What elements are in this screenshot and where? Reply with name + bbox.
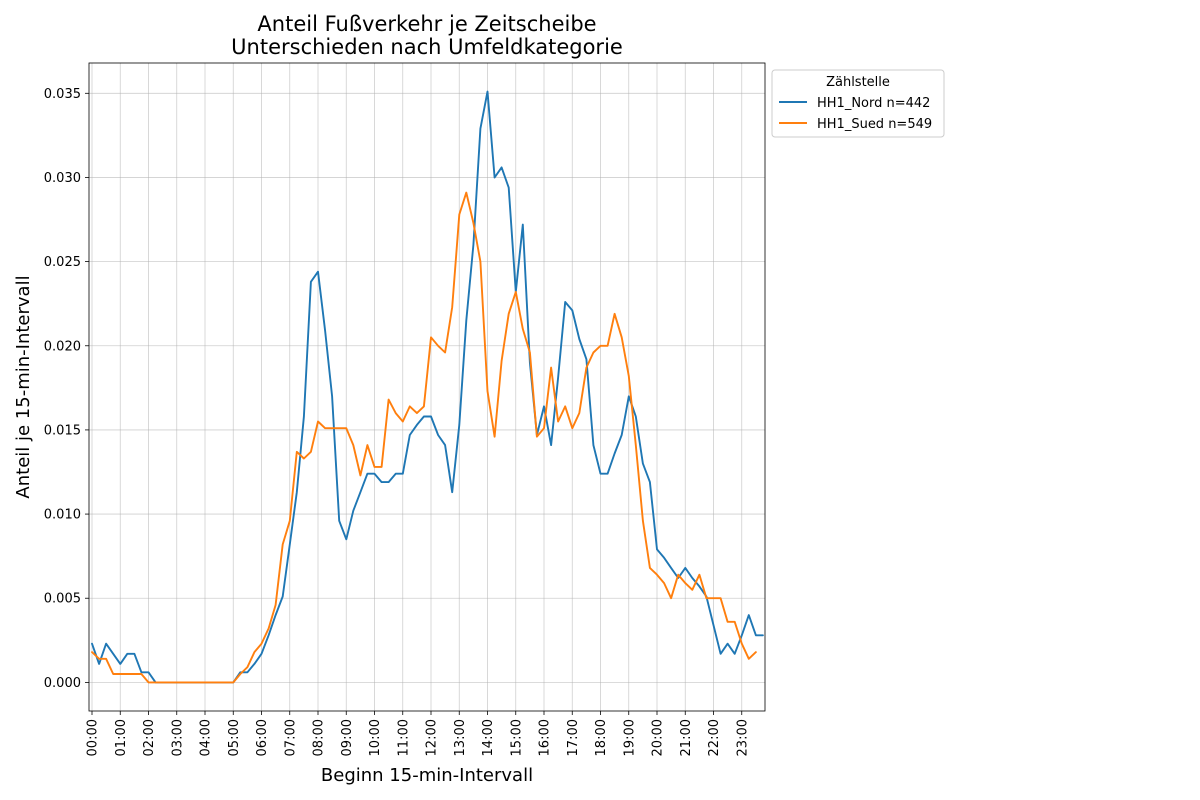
series-line-hh1-nord	[91, 90, 764, 684]
y-tick-label: 0.025	[44, 255, 81, 270]
y-axis-ticks: 0.000 0.005 0.010 0.015 0.020 0.025 0.030 0.035	[44, 87, 89, 691]
legend-label-hh1-sued: HH1_Sued n=549	[817, 117, 932, 132]
x-axis-label: Beginn 15-min-Intervall	[321, 765, 533, 786]
x-tick-label: 23:00	[735, 719, 750, 756]
y-tick-label: 0.035	[44, 87, 81, 102]
plot-frame	[88, 62, 766, 712]
x-tick-label: 00:00	[86, 719, 101, 756]
x-tick-label: 10:00	[368, 719, 383, 756]
x-tick-label: 15:00	[509, 719, 524, 756]
y-tick-label: 0.005	[44, 592, 81, 607]
chart-title: Anteil Fußverkehr je Zeitscheibe	[257, 12, 596, 36]
series-line-hh1-sued	[91, 191, 757, 684]
x-tick-label: 04:00	[199, 719, 214, 756]
y-tick-label: 0.030	[44, 171, 81, 186]
x-tick-label: 12:00	[425, 719, 440, 756]
legend: Zählstelle HH1_Nord n=442 HH1_Sued n=549	[771, 69, 945, 138]
series-lines	[91, 90, 764, 684]
x-tick-label: 16:00	[538, 719, 553, 756]
x-tick-label: 19:00	[622, 719, 637, 756]
legend-title: Zählstelle	[826, 75, 890, 90]
x-tick-label: 01:00	[114, 719, 129, 756]
x-tick-label: 14:00	[481, 719, 496, 756]
chart-subtitle: Unterschieden nach Umfeldkategorie	[231, 35, 623, 59]
x-tick-label: 20:00	[651, 719, 666, 756]
y-tick-label: 0.000	[44, 676, 81, 691]
x-tick-label: 18:00	[594, 719, 609, 756]
x-tick-label: 07:00	[283, 719, 298, 756]
x-tick-label: 03:00	[170, 719, 185, 756]
x-tick-label: 08:00	[312, 719, 327, 756]
x-tick-label: 05:00	[227, 719, 242, 756]
y-tick-label: 0.015	[44, 423, 81, 438]
x-gridlines	[91, 63, 743, 711]
x-tick-label: 21:00	[679, 719, 694, 756]
x-axis-ticks: 00:00 01:00 02:00 03:00 04:00 05:00 06:00 07:00…	[86, 711, 750, 756]
x-tick-label: 17:00	[566, 719, 581, 756]
y-tick-label: 0.010	[44, 508, 81, 523]
x-tick-label: 22:00	[707, 719, 722, 756]
legend-box	[771, 69, 945, 138]
legend-label-hh1-nord: HH1_Nord n=442	[817, 96, 930, 111]
y-tick-label: 0.020	[44, 339, 81, 354]
x-tick-label: 06:00	[255, 719, 270, 756]
x-tick-label: 02:00	[142, 719, 157, 756]
x-tick-label: 09:00	[340, 719, 355, 756]
y-axis-label: Anteil je 15-min-Intervall	[13, 275, 34, 498]
x-tick-label: 11:00	[396, 719, 411, 756]
x-tick-label: 13:00	[453, 719, 468, 756]
y-gridlines	[89, 92, 765, 683]
